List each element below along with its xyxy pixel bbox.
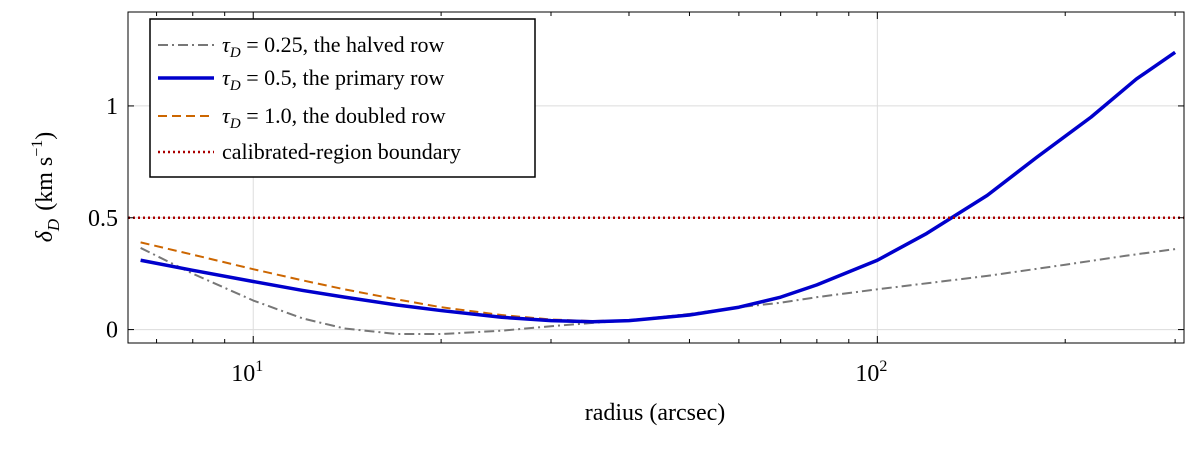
svg-text:τD = 1.0, the doubled row: τD = 1.0, the doubled row (222, 103, 446, 132)
series-halved-line (140, 247, 1176, 336)
y-tick-label: 1 (106, 94, 118, 120)
x-tick-label: 101 (231, 358, 263, 387)
x-tick-label: 102 (855, 358, 887, 387)
x-tick-labels: 101 102 (231, 358, 887, 387)
legend-entry-primary: τD = 0.5, the primary row (158, 65, 444, 94)
legend-entry-halved: τD = 0.25, the halved row (158, 32, 444, 61)
plot-frame (127, 11, 1185, 344)
series-layer (128, 50, 1184, 336)
legend-box (149, 18, 536, 178)
x-axis-title: radius (arcsec) (585, 400, 726, 426)
svg-text:τD = 0.25, the halved row: τD = 0.25, the halved row (222, 32, 444, 61)
svg-text:τD = 0.5, the primary row: τD = 0.5, the primary row (222, 65, 444, 94)
y-axis-title: δD(km s−1) (29, 132, 63, 242)
legend: τD = 0.25, the halved row τD = 0.5, the … (149, 18, 536, 178)
y-tick-label: 0 (106, 318, 118, 344)
legend-entry-doubled: τD = 1.0, the doubled row (158, 103, 446, 132)
series-primary-line (140, 50, 1177, 324)
legend-entry-boundary: calibrated-region boundary (158, 139, 461, 164)
svg-text:calibrated-region boundary: calibrated-region boundary (222, 139, 461, 164)
tick-marks (128, 12, 1184, 343)
y-tick-labels: 00.51 (88, 94, 118, 344)
y-tick-label: 0.5 (88, 206, 118, 232)
